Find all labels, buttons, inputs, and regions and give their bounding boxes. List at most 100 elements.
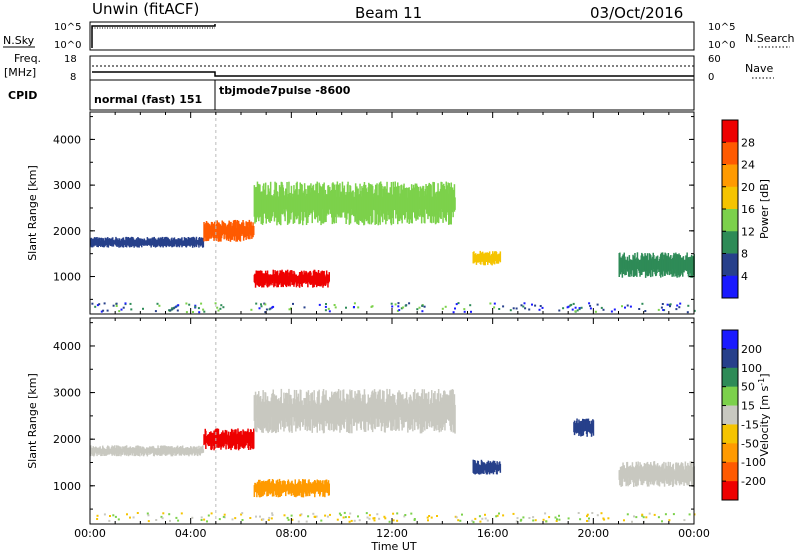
ground-scatter-1-169 bbox=[241, 512, 244, 515]
ground-scatter-0-126 bbox=[197, 307, 200, 310]
ground-scatter-0-9 bbox=[638, 308, 641, 310]
y-tick-0-1: 2000 bbox=[53, 225, 81, 238]
ground-scatter-1-36 bbox=[496, 514, 499, 517]
data-cell-1-0-179 bbox=[202, 449, 205, 453]
ground-scatter-1-72 bbox=[532, 516, 535, 519]
ground-scatter-0-175 bbox=[194, 305, 197, 308]
ground-scatter-1-15 bbox=[268, 516, 271, 519]
ground-scatter-1-13 bbox=[607, 517, 610, 520]
ground-scatter-1-139 bbox=[329, 513, 331, 516]
ground-scatter-1-59 bbox=[384, 517, 387, 520]
ground-scatter-1-54 bbox=[136, 512, 139, 514]
nave-tick-top: 60 bbox=[708, 54, 721, 65]
ground-scatter-0-150 bbox=[669, 305, 671, 308]
ground-scatter-1-95 bbox=[168, 513, 171, 516]
colorbar-label-cbar-velocity: Velocity [m s-1] bbox=[757, 373, 771, 456]
ground-scatter-1-119 bbox=[426, 516, 429, 519]
x-tick-1: 04:00 bbox=[175, 527, 207, 540]
ground-scatter-1-92 bbox=[305, 520, 308, 523]
ground-scatter-0-118 bbox=[130, 308, 133, 311]
ground-scatter-1-61 bbox=[587, 520, 590, 522]
power-panel: 1000 2000 3000 4000 Slant Range [km] bbox=[26, 111, 696, 315]
ground-scatter-1-116 bbox=[664, 513, 667, 516]
ground-scatter-0-4 bbox=[115, 305, 118, 307]
ground-scatter-1-7 bbox=[383, 515, 386, 518]
ground-scatter-1-101 bbox=[459, 519, 462, 522]
ground-scatter-0-143 bbox=[371, 305, 374, 308]
ground-scatter-0-65 bbox=[115, 302, 118, 305]
ground-scatter-0-88 bbox=[489, 302, 492, 305]
ground-scatter-0-41 bbox=[416, 308, 419, 311]
x-tick-4: 16:00 bbox=[477, 527, 509, 540]
ground-scatter-0-3 bbox=[168, 309, 171, 312]
ground-scatter-1-124 bbox=[203, 518, 206, 521]
ground-scatter-0-17 bbox=[515, 307, 518, 310]
ground-scatter-1-111 bbox=[161, 517, 164, 520]
ground-scatter-0-164 bbox=[102, 309, 105, 312]
ground-scatter-1-171 bbox=[271, 512, 274, 515]
ground-scatter-1-108 bbox=[567, 517, 570, 520]
ground-scatter-1-125 bbox=[516, 517, 519, 520]
data-cell-0-1-79 bbox=[253, 226, 255, 236]
ground-scatter-1-69 bbox=[472, 521, 475, 524]
colorbar-tick-cbar-power-0: 28 bbox=[741, 136, 755, 149]
ground-scatter-0-16 bbox=[686, 311, 689, 314]
ground-scatter-0-0 bbox=[216, 306, 219, 309]
nsky-label: N.Sky bbox=[3, 34, 35, 47]
x-tick-5: 20:00 bbox=[577, 527, 609, 540]
ground-scatter-0-73 bbox=[574, 306, 577, 309]
ground-scatter-1-25 bbox=[300, 513, 303, 516]
ground-scatter-0-135 bbox=[91, 302, 94, 305]
ground-scatter-0-142 bbox=[265, 308, 268, 311]
ground-scatter-0-25 bbox=[303, 306, 306, 309]
ground-scatter-0-173 bbox=[574, 310, 577, 313]
ground-scatter-1-38 bbox=[478, 515, 481, 518]
ground-scatter-1-165 bbox=[365, 512, 368, 515]
ground-scatter-0-27 bbox=[538, 308, 541, 311]
colorbar-swatch-cbar-power-1 bbox=[722, 142, 738, 165]
data-cell-0-2-119 bbox=[328, 272, 330, 282]
ground-scatter-0-86 bbox=[173, 306, 176, 309]
ground-scatter-1-134 bbox=[103, 513, 106, 516]
y-tick-1-2: 3000 bbox=[53, 387, 81, 400]
ground-scatter-1-76 bbox=[222, 515, 225, 518]
ground-scatter-1-151 bbox=[324, 514, 327, 517]
ground-scatter-0-122 bbox=[175, 305, 178, 308]
ground-scatter-0-15 bbox=[454, 307, 456, 310]
ground-scatter-1-85 bbox=[577, 512, 580, 514]
ground-scatter-0-148 bbox=[324, 305, 327, 308]
colorbar-swatch-cbar-velocity-8 bbox=[722, 481, 738, 501]
ground-scatter-1-127 bbox=[132, 516, 135, 519]
colorbar-swatch-cbar-power-0 bbox=[722, 120, 738, 143]
data-cell-1-3-60 bbox=[291, 403, 293, 433]
ground-scatter-0-174 bbox=[334, 306, 337, 309]
ground-scatter-0-113 bbox=[118, 310, 121, 313]
ground-scatter-1-88 bbox=[368, 514, 371, 517]
ground-scatter-1-135 bbox=[688, 513, 691, 516]
ground-scatter-1-160 bbox=[641, 513, 644, 516]
nsearch-tick-top: 10^5 bbox=[708, 22, 735, 33]
ground-scatter-1-176 bbox=[455, 516, 458, 519]
colorbar-tick-cbar-power-1: 24 bbox=[741, 159, 755, 172]
ground-scatter-1-158 bbox=[261, 518, 264, 521]
ground-scatter-0-35 bbox=[214, 302, 217, 305]
ground-scatter-0-63 bbox=[188, 303, 191, 306]
ground-scatter-1-26 bbox=[299, 514, 302, 517]
ground-scatter-0-102 bbox=[129, 302, 132, 305]
ground-scatter-1-32 bbox=[112, 514, 115, 517]
ground-scatter-0-107 bbox=[520, 304, 523, 307]
ground-scatter-1-12 bbox=[271, 514, 274, 516]
colorbar-swatch-cbar-power-6 bbox=[722, 253, 738, 277]
ground-scatter-0-140 bbox=[100, 310, 103, 313]
ground-scatter-0-30 bbox=[528, 308, 531, 311]
ground-scatter-1-166 bbox=[336, 518, 339, 521]
ground-scatter-1-65 bbox=[373, 519, 376, 522]
ground-scatter-1-109 bbox=[366, 516, 369, 519]
ground-scatter-1-147 bbox=[348, 516, 351, 519]
y-axis-label-0: Slant Range [km] bbox=[26, 165, 39, 261]
ground-scatter-0-52 bbox=[588, 302, 591, 305]
ground-scatter-1-153 bbox=[404, 514, 407, 516]
ground-scatter-1-94 bbox=[668, 519, 671, 522]
